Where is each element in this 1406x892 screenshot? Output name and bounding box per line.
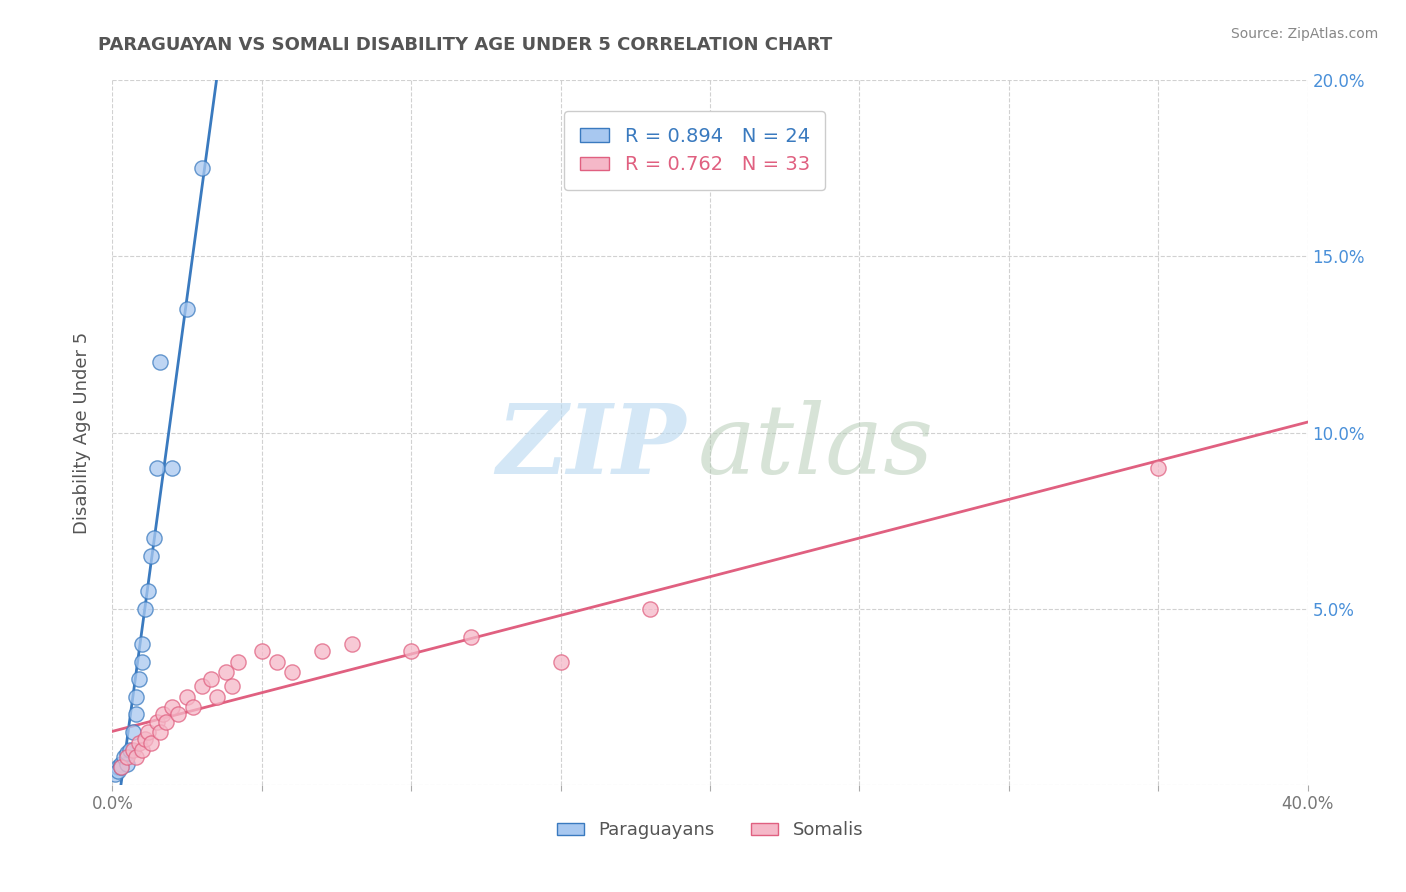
Point bbox=[250, 644, 273, 658]
Point bbox=[176, 302, 198, 317]
Point bbox=[138, 725, 160, 739]
Point bbox=[162, 700, 183, 714]
Point bbox=[128, 673, 150, 687]
Point bbox=[122, 725, 145, 739]
Text: ZIP: ZIP bbox=[496, 400, 686, 493]
Point bbox=[401, 644, 423, 658]
Point bbox=[131, 742, 153, 756]
Point bbox=[125, 690, 148, 704]
Point bbox=[266, 655, 288, 669]
Point bbox=[138, 584, 160, 599]
Point bbox=[104, 767, 127, 781]
Point bbox=[134, 601, 156, 615]
Legend: Paraguayans, Somalis: Paraguayans, Somalis bbox=[550, 814, 870, 847]
Point bbox=[191, 161, 214, 176]
Point bbox=[110, 756, 132, 771]
Point bbox=[125, 707, 148, 722]
Point bbox=[117, 756, 139, 771]
Point bbox=[221, 679, 243, 693]
Point bbox=[149, 725, 172, 739]
Point bbox=[128, 736, 150, 750]
Point bbox=[200, 673, 222, 687]
Point bbox=[117, 746, 139, 760]
Point bbox=[550, 655, 572, 669]
Point bbox=[1147, 460, 1170, 475]
Point bbox=[107, 760, 129, 774]
Point bbox=[122, 742, 145, 756]
Point bbox=[110, 760, 132, 774]
Point bbox=[146, 460, 169, 475]
Point bbox=[191, 679, 214, 693]
Point bbox=[146, 714, 169, 729]
Point bbox=[134, 732, 156, 747]
Point bbox=[215, 665, 238, 680]
Point bbox=[143, 531, 166, 545]
Point bbox=[162, 460, 183, 475]
Point bbox=[125, 749, 148, 764]
Point bbox=[141, 736, 163, 750]
Text: PARAGUAYAN VS SOMALI DISABILITY AGE UNDER 5 CORRELATION CHART: PARAGUAYAN VS SOMALI DISABILITY AGE UNDE… bbox=[98, 36, 832, 54]
Point bbox=[167, 707, 190, 722]
Text: Source: ZipAtlas.com: Source: ZipAtlas.com bbox=[1230, 27, 1378, 41]
Point bbox=[176, 690, 198, 704]
Point bbox=[120, 742, 142, 756]
Point bbox=[114, 749, 135, 764]
Point bbox=[152, 707, 174, 722]
Point bbox=[117, 749, 139, 764]
Point bbox=[281, 665, 304, 680]
Point bbox=[226, 655, 249, 669]
Point bbox=[460, 630, 482, 644]
Point bbox=[155, 714, 177, 729]
Point bbox=[311, 644, 333, 658]
Point bbox=[131, 655, 153, 669]
Text: atlas: atlas bbox=[699, 400, 934, 493]
Point bbox=[640, 601, 662, 615]
Point bbox=[340, 637, 363, 651]
Point bbox=[141, 549, 163, 563]
Point bbox=[205, 690, 228, 704]
Point bbox=[181, 700, 204, 714]
Y-axis label: Disability Age Under 5: Disability Age Under 5 bbox=[73, 332, 91, 533]
Point bbox=[110, 760, 132, 774]
Point bbox=[107, 764, 129, 778]
Point bbox=[149, 355, 172, 369]
Point bbox=[131, 637, 153, 651]
